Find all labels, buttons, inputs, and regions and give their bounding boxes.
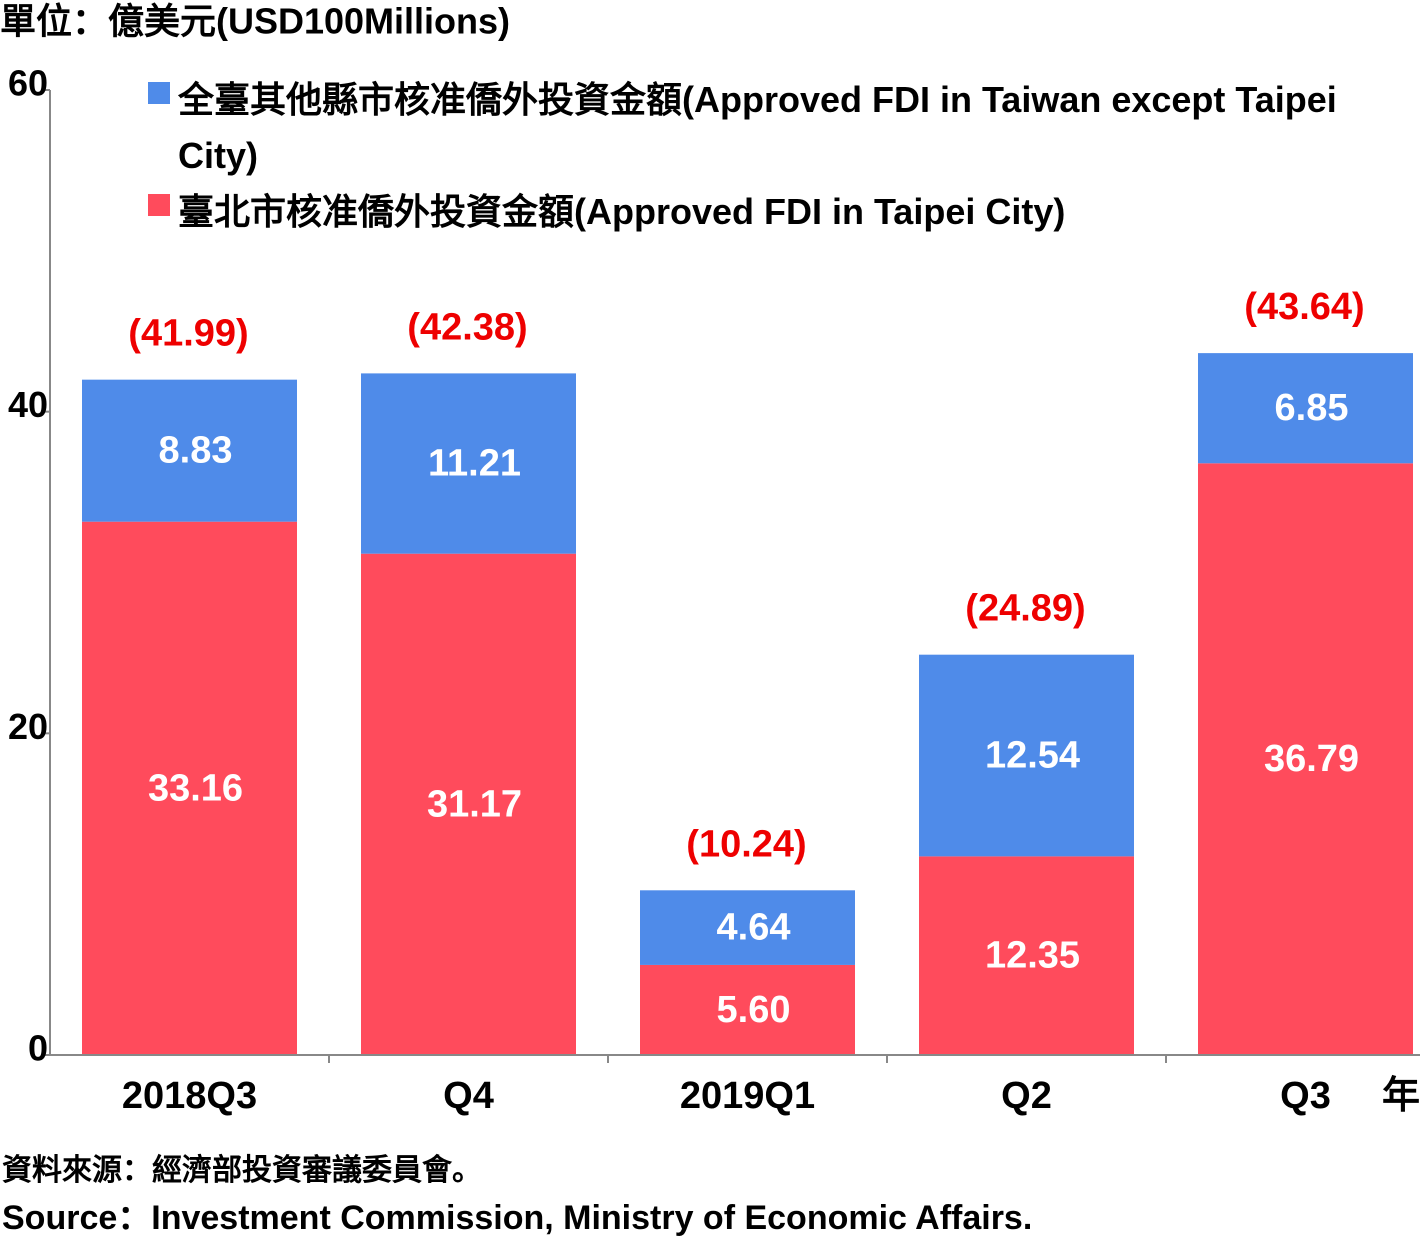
legend-swatch bbox=[148, 194, 170, 216]
data-label: 8.83 bbox=[159, 430, 233, 472]
legend-swatch bbox=[148, 82, 170, 104]
data-label: 6.85 bbox=[1275, 387, 1349, 429]
total-label: (41.99) bbox=[128, 313, 248, 355]
x-tick-label: 2019Q1 bbox=[680, 1075, 815, 1117]
source-line: Source：Investment Commission, Ministry o… bbox=[2, 1199, 1032, 1237]
bar-segment bbox=[1198, 463, 1413, 1055]
bar-segment bbox=[919, 856, 1134, 1055]
bar-segment bbox=[82, 379, 297, 522]
bar-segment bbox=[1198, 353, 1413, 464]
y-tick-label: 20 bbox=[8, 706, 48, 747]
bar-segment bbox=[82, 521, 297, 1055]
bar-segment bbox=[640, 890, 855, 965]
y-tick-label: 60 bbox=[8, 63, 48, 104]
data-label: 4.64 bbox=[717, 907, 791, 949]
data-label: 31.17 bbox=[427, 783, 522, 825]
total-label: (42.38) bbox=[407, 306, 527, 348]
bar-segment bbox=[640, 964, 855, 1055]
source-line: 資料來源：經濟部投資審議委員會。 bbox=[2, 1153, 482, 1187]
legend-label: 臺北市核准僑外投資金額(Approved FDI in Taipei City) bbox=[178, 191, 1066, 232]
x-tick-label: 2018Q3 bbox=[122, 1075, 257, 1117]
total-label: (24.89) bbox=[965, 588, 1085, 630]
legend-item: 全臺其他縣市核准僑外投資金額(Approved FDI in Taiwan ex… bbox=[148, 72, 1398, 184]
x-tick-label: Q4 bbox=[443, 1075, 494, 1117]
legend-label: 全臺其他縣市核准僑外投資金額(Approved FDI in Taiwan ex… bbox=[178, 79, 1337, 176]
x-axis-label: 年 bbox=[1382, 1075, 1420, 1117]
chart-title: 單位：億美元(USD100Millions) bbox=[0, 1, 510, 42]
data-label: 12.54 bbox=[985, 735, 1080, 777]
data-label: 11.21 bbox=[428, 443, 521, 485]
data-label: 33.16 bbox=[148, 767, 243, 809]
legend: 全臺其他縣市核准僑外投資金額(Approved FDI in Taiwan ex… bbox=[148, 72, 1398, 240]
x-tick-label: Q2 bbox=[1001, 1075, 1052, 1117]
data-label: 12.35 bbox=[985, 935, 1080, 977]
bar-segment bbox=[361, 373, 576, 554]
bar-segment bbox=[361, 553, 576, 1055]
total-label: (43.64) bbox=[1244, 286, 1364, 328]
y-tick-label: 0 bbox=[28, 1028, 48, 1069]
total-label: (10.24) bbox=[686, 823, 806, 865]
y-tick-label: 40 bbox=[8, 384, 48, 425]
x-tick-label: Q3 bbox=[1280, 1075, 1331, 1117]
bar-segment bbox=[919, 654, 1134, 857]
legend-item: 臺北市核准僑外投資金額(Approved FDI in Taipei City) bbox=[148, 184, 1398, 240]
data-label: 36.79 bbox=[1264, 738, 1359, 780]
data-label: 5.60 bbox=[717, 989, 791, 1031]
